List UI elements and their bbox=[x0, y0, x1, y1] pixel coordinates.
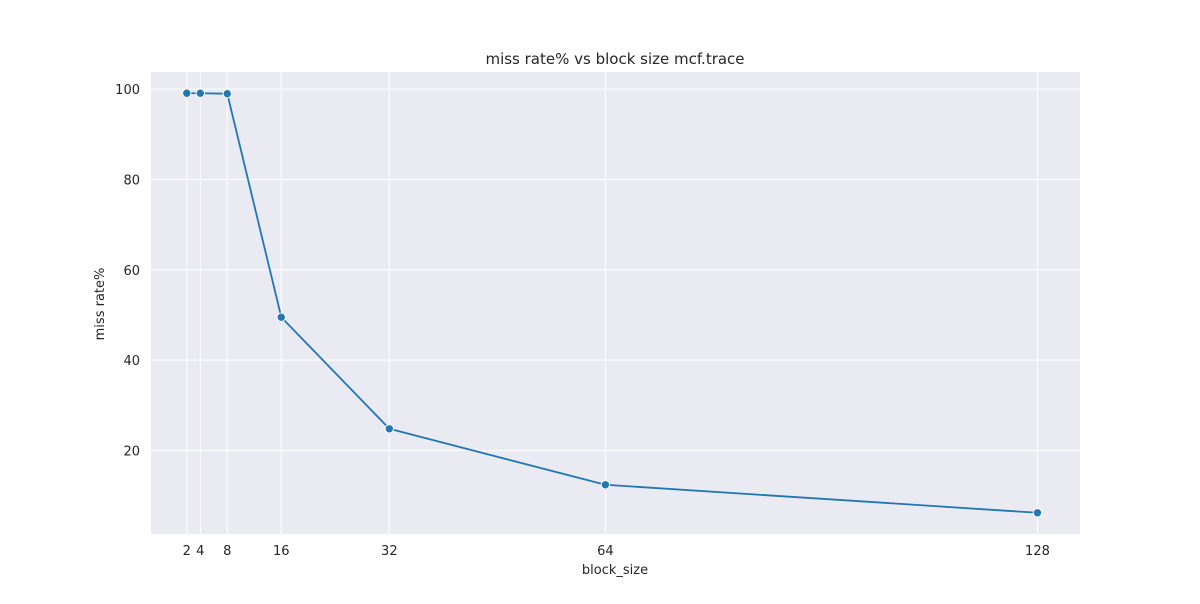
data-point bbox=[600, 480, 611, 490]
data-point bbox=[1032, 508, 1043, 518]
data-point bbox=[195, 88, 205, 98]
x-gridlines bbox=[186, 72, 1038, 534]
y-tick-label: 100 bbox=[115, 83, 140, 98]
data-point bbox=[384, 424, 395, 434]
x-tick-label: 2 bbox=[183, 544, 191, 559]
y-tick-label: 80 bbox=[123, 173, 140, 188]
x-tick-label: 128 bbox=[1025, 544, 1050, 559]
x-tick-label: 32 bbox=[381, 544, 398, 559]
data-point bbox=[222, 88, 232, 99]
data-point bbox=[182, 88, 192, 98]
x-tick-label: 4 bbox=[196, 544, 204, 559]
y-gridlines bbox=[151, 88, 1080, 451]
chart-title: miss rate% vs block size mcf.trace bbox=[485, 50, 744, 68]
x-tick-labels: 2 4 8 16 32 64 128 bbox=[183, 544, 1050, 559]
y-tick-label: 60 bbox=[123, 264, 140, 279]
y-axis-label: miss rate% bbox=[93, 268, 108, 341]
x-tick-label: 64 bbox=[597, 544, 614, 559]
x-tick-label: 16 bbox=[273, 544, 290, 559]
y-tick-label: 40 bbox=[123, 354, 140, 369]
y-tick-label: 20 bbox=[123, 444, 140, 459]
x-tick-label: 8 bbox=[223, 544, 231, 559]
x-axis-label: block_size bbox=[582, 563, 648, 578]
y-tick-labels: 20 40 60 80 100 bbox=[115, 83, 140, 459]
data-point bbox=[276, 312, 287, 322]
series-layer bbox=[182, 88, 1043, 518]
plot-background bbox=[151, 72, 1080, 534]
